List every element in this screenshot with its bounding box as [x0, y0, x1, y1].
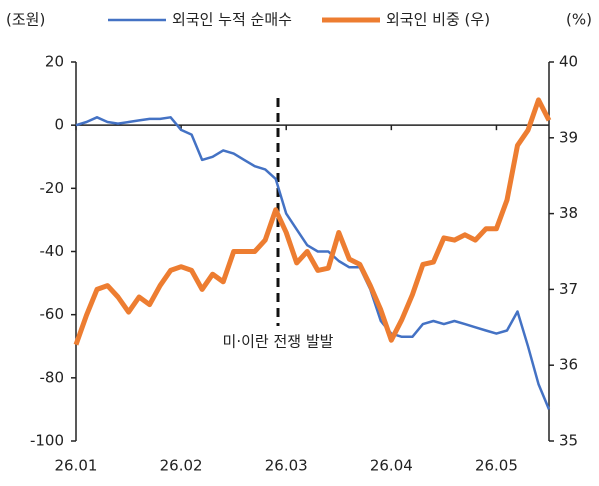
y-tick-label: -80 — [40, 368, 65, 386]
y-tick-label: -20 — [40, 179, 65, 197]
y2-unit: (%) — [566, 11, 592, 29]
series-line — [75, 116, 551, 410]
y2-tick-label: 38 — [559, 204, 578, 222]
x-tick-label: 26.02 — [160, 457, 203, 475]
x-tick-label: 26.03 — [265, 457, 308, 475]
y-tick-label: -40 — [40, 242, 65, 260]
y-tick-label: -100 — [30, 432, 64, 450]
annotation: 미·이란 전쟁 발발 — [223, 333, 334, 351]
x-tick-label: 26.04 — [370, 457, 413, 475]
legend-label: 외국인 비중 (우) — [386, 11, 490, 29]
y2-tick-label: 40 — [559, 53, 578, 71]
y2-tick-label: 35 — [559, 432, 578, 450]
y-tick-label: 0 — [54, 116, 64, 134]
legend-label: 외국인 누적 순매수 — [172, 11, 292, 29]
x-tick-label: 26.05 — [475, 457, 518, 475]
series-line — [73, 97, 552, 346]
y2-tick-label: 39 — [559, 128, 578, 146]
x-tick-label: 26.01 — [55, 457, 98, 475]
y-tick-label: 20 — [45, 53, 64, 71]
y-tick-label: -60 — [40, 305, 65, 323]
y2-tick-label: 36 — [559, 356, 578, 374]
y-unit: (조원) — [6, 11, 45, 29]
y2-tick-label: 37 — [559, 280, 578, 298]
